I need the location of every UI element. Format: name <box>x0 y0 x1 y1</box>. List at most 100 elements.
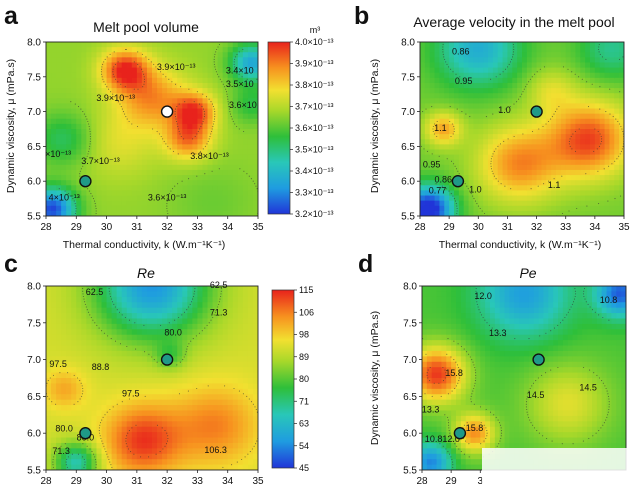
heat-cell <box>463 205 470 212</box>
heat-cell <box>222 134 229 140</box>
heat-cell <box>590 195 596 202</box>
heat-cell <box>126 190 133 197</box>
heat-cell <box>454 67 460 74</box>
heat-cell <box>86 410 93 417</box>
contour-dash <box>231 118 233 120</box>
heat-cell <box>512 190 518 197</box>
heat-cell <box>46 323 52 330</box>
heat-cell <box>536 77 543 84</box>
heat-cell <box>541 180 547 186</box>
heat-cell <box>252 442 258 449</box>
contour-dash <box>548 180 550 182</box>
heat-cell <box>207 159 214 166</box>
heat-cell <box>599 62 606 69</box>
heat-cell <box>101 388 108 395</box>
contour-dash <box>614 160 616 162</box>
heat-cell <box>449 93 455 99</box>
heat-cell <box>152 378 158 385</box>
heat-cell <box>51 378 57 385</box>
heat-cell <box>473 77 479 84</box>
heat-cell <box>570 42 577 48</box>
heat-cell <box>177 164 183 171</box>
heat-cell <box>182 180 188 186</box>
heat-cell <box>463 134 470 140</box>
heat-cell <box>192 164 199 171</box>
heat-cell <box>483 108 489 115</box>
heat-cell <box>197 350 204 357</box>
heat-cell <box>131 307 138 314</box>
heat-cell <box>541 195 547 202</box>
contour-dash <box>256 78 258 80</box>
heat-cell <box>46 296 52 303</box>
heat-cell <box>61 350 67 357</box>
heat-cell <box>517 175 523 181</box>
heat-cell <box>116 169 123 176</box>
heat-cell <box>247 62 254 69</box>
heat-cell <box>81 394 87 401</box>
heat-cell <box>604 144 611 151</box>
contour-dash <box>162 138 164 140</box>
heat-cell <box>96 442 103 449</box>
heat-cell <box>444 98 450 105</box>
contour-dash <box>450 160 453 162</box>
heat-cell <box>449 113 455 120</box>
heat-cell <box>197 88 204 94</box>
contour-dash <box>195 153 197 155</box>
heat-cell <box>242 175 249 181</box>
heat-cell <box>56 318 62 325</box>
heat-cell <box>131 62 138 69</box>
heat-cell <box>192 361 199 368</box>
heat-cell <box>141 367 148 374</box>
heat-cell <box>197 318 204 325</box>
heat-cell <box>232 185 239 192</box>
heat-cell <box>197 345 204 352</box>
heat-cell <box>207 123 214 130</box>
heat-cell <box>136 442 143 449</box>
heat-cell <box>473 57 479 64</box>
heat-cell <box>212 175 219 181</box>
heat-cell <box>207 144 214 151</box>
heat-cell <box>76 361 82 368</box>
heat-cell <box>488 129 494 135</box>
heat-cell <box>91 57 98 64</box>
heat-cell <box>420 200 426 207</box>
contour-dash <box>168 78 170 80</box>
heat-cell <box>531 118 538 125</box>
heat-cell <box>106 169 113 176</box>
heat-cell <box>172 149 178 156</box>
heat-cell <box>420 144 426 151</box>
heat-cell <box>614 77 620 84</box>
heat-cell <box>116 367 123 374</box>
heat-cell <box>454 129 460 135</box>
heat-cell <box>46 372 52 379</box>
heat-cell <box>111 421 118 428</box>
heat-cell <box>424 103 431 110</box>
heat-cell <box>136 47 143 53</box>
heat-cell <box>172 93 178 99</box>
heat-cell <box>439 52 445 58</box>
contour-dash <box>178 130 180 133</box>
contour-dash <box>74 103 76 105</box>
heat-cell <box>81 82 87 89</box>
heat-cell <box>546 82 552 89</box>
heat-cell <box>202 93 209 99</box>
contour-dash <box>167 212 169 215</box>
heat-cell <box>56 134 62 140</box>
heat-cell <box>86 367 93 374</box>
heat-cell <box>551 123 557 130</box>
heat-cell <box>609 180 615 186</box>
heat-cell <box>536 205 543 212</box>
heat-cell <box>116 154 123 161</box>
contour-dash <box>228 108 230 110</box>
heat-cell <box>614 52 620 58</box>
contour-dash <box>100 68 103 70</box>
heat-cell <box>551 42 557 48</box>
heat-cell <box>81 47 87 53</box>
heat-cell <box>111 57 118 64</box>
heat-cell <box>76 175 82 181</box>
heat-cell <box>167 399 173 406</box>
heat-cell <box>111 164 118 171</box>
heat-cell <box>96 296 103 303</box>
contour-dash <box>144 351 146 353</box>
heat-cell <box>217 113 224 120</box>
